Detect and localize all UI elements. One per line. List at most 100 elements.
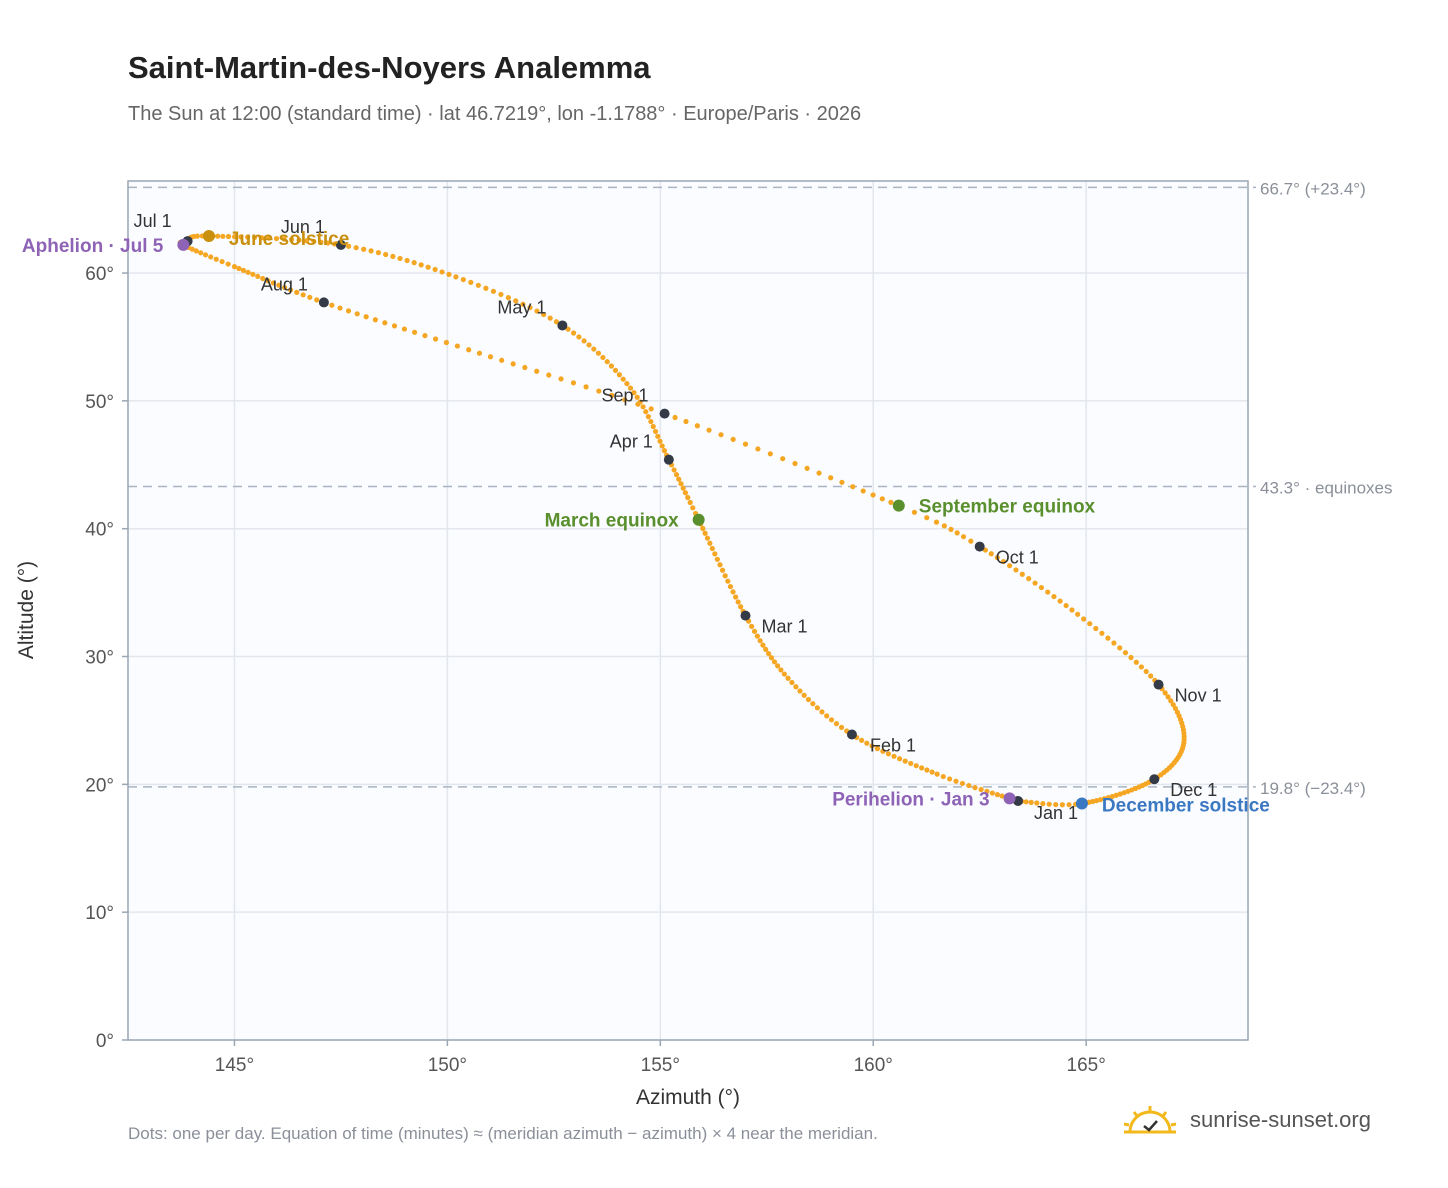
brand: sunrise-sunset.org (1122, 1104, 1371, 1136)
daily-sun-dot (397, 255, 403, 262)
daily-sun-dot (793, 684, 799, 690)
daily-sun-dot (1101, 796, 1107, 802)
daily-sun-dot (1148, 673, 1154, 679)
daily-sun-dot (361, 246, 367, 252)
daily-sun-dot (941, 523, 947, 529)
daily-sun-dot (781, 671, 787, 677)
month-marker-label: Feb 1 (870, 735, 916, 755)
month-marker-label: Dec 1 (1170, 780, 1217, 800)
daily-sun-dot (1066, 802, 1072, 808)
event-marker (1075, 797, 1088, 810)
daily-sun-dot (1038, 584, 1045, 591)
daily-sun-dot (198, 250, 204, 256)
daily-sun-dot (382, 320, 388, 326)
daily-sun-dot (612, 367, 619, 373)
daily-sun-dot (570, 380, 577, 386)
daily-sun-dot (948, 526, 954, 532)
daily-sun-dot (318, 239, 324, 245)
daily-sun-dot (1168, 698, 1174, 704)
daily-sun-dot (755, 446, 761, 452)
daily-sun-dot (404, 257, 410, 264)
daily-sun-dot (709, 545, 715, 552)
daily-sun-dot (924, 515, 930, 521)
daily-sun-dot (273, 235, 280, 242)
daily-sun-dot (819, 709, 825, 715)
daily-sun-dot (908, 760, 914, 767)
daily-sun-dot (978, 786, 984, 793)
reference-line-label: 66.7° (+23.4°) (1260, 179, 1366, 198)
event-label: March equinox (545, 511, 680, 532)
daily-sun-dot (475, 282, 481, 288)
daily-sun-dot (828, 717, 835, 723)
daily-sun-dot (879, 496, 885, 502)
daily-sun-dot (236, 265, 242, 272)
daily-sun-dot (314, 297, 320, 303)
daily-sun-dot (828, 475, 834, 481)
daily-sun-dot (520, 301, 526, 307)
daily-sun-dot (704, 535, 711, 541)
daily-sun-dot (534, 368, 540, 374)
analemma-curve (177, 233, 1187, 808)
daily-sun-dot (984, 788, 990, 794)
daily-sun-dot (678, 481, 684, 487)
daily-sun-dot (1057, 598, 1063, 604)
daily-sun-dot (311, 238, 317, 245)
daily-sun-dot (1028, 799, 1034, 805)
daily-sun-dot (208, 254, 214, 260)
daily-sun-dot (869, 743, 875, 749)
daily-sun-dot (1117, 791, 1123, 797)
daily-sun-dot (454, 343, 461, 349)
daily-sun-dot (202, 252, 209, 258)
daily-sun-dot (1034, 800, 1040, 806)
daily-sun-dot (345, 243, 352, 249)
daily-sun-dot (307, 294, 313, 300)
month-marker (659, 408, 670, 419)
daily-sun-dot (775, 663, 781, 669)
daily-sun-dot (225, 261, 231, 267)
daily-sun-dot (655, 433, 661, 439)
daily-sun-dot (1099, 630, 1105, 636)
daily-sun-dot (1046, 801, 1052, 807)
daily-sun-dot (722, 573, 728, 579)
daily-sun-dot (913, 763, 919, 769)
daily-sun-dot (771, 659, 778, 665)
axis-ticks: 145° 150° 155° 160° 165° 0° 10° 20° 30° 40° 50° 60° (85, 264, 1106, 1076)
daily-sun-dot (690, 505, 696, 511)
daily-sun-dot (1133, 659, 1139, 665)
daily-sun-dot (363, 314, 369, 320)
daily-sun-dot (383, 251, 389, 258)
y-tick-label: 20° (85, 775, 114, 796)
daily-sun-dot (558, 376, 564, 382)
event-marker (202, 229, 215, 242)
daily-sun-dot (411, 329, 418, 335)
daily-sun-dot (331, 241, 338, 247)
daily-sun-dot (897, 756, 903, 762)
daily-sun-dot (1051, 593, 1057, 600)
daily-sun-dot (1026, 576, 1032, 582)
daily-sun-dot (657, 438, 663, 444)
daily-sun-dot (725, 578, 731, 584)
daily-sun-dot (934, 771, 940, 777)
daily-sun-dot (682, 490, 689, 496)
month-markers: Jan 1 Feb 1 Mar 1 Apr 1 May 1 Jun 1 Jul 1 Aug 1… (134, 211, 1222, 823)
daily-sun-dot (1081, 616, 1087, 622)
daily-sun-dot (1013, 567, 1019, 573)
daily-sun-dot (418, 262, 424, 268)
daily-sun-dot (453, 274, 459, 280)
daily-sun-dot (1063, 602, 1069, 609)
daily-sun-dot (553, 319, 560, 325)
daily-sun-dot (1097, 797, 1104, 803)
daily-sun-dot (565, 326, 571, 332)
daily-sun-dot (483, 285, 489, 291)
daily-sun-dot (999, 793, 1005, 799)
daily-sun-dot (891, 753, 897, 759)
daily-sun-dot (714, 556, 720, 562)
daily-sun-dot (924, 767, 930, 773)
x-tick-label: 145° (215, 1055, 254, 1076)
y-axis-label: Altitude (°) (15, 561, 38, 659)
event-label: Perihelion · Jan 3 (832, 789, 989, 810)
daily-sun-dot (839, 479, 845, 485)
daily-sun-dot (620, 376, 626, 382)
daily-sun-dot (801, 692, 807, 698)
daily-sun-dot (375, 250, 382, 256)
